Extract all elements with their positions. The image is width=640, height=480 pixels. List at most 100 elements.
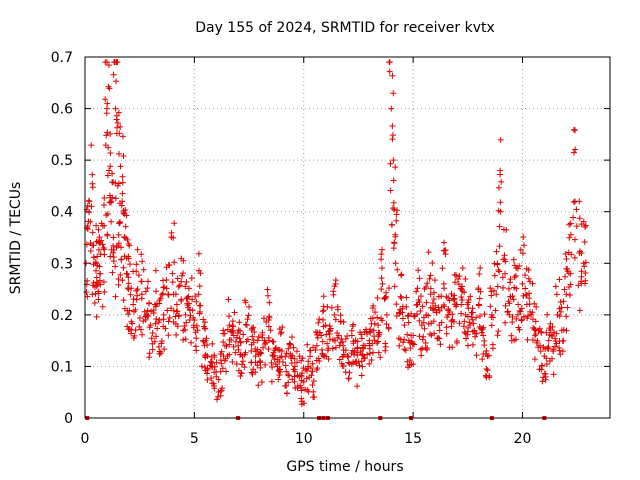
data-point bbox=[368, 302, 379, 363]
data-point bbox=[320, 293, 331, 360]
data-point bbox=[136, 251, 147, 338]
data-point bbox=[92, 238, 104, 297]
data-point bbox=[83, 206, 91, 300]
data-point bbox=[504, 276, 515, 339]
data-point bbox=[329, 277, 339, 352]
data-point bbox=[146, 299, 156, 361]
y-tick-label: 0.1 bbox=[51, 359, 73, 375]
data-point bbox=[482, 347, 493, 381]
data-point bbox=[508, 256, 519, 344]
data-point bbox=[464, 293, 475, 349]
data-point bbox=[189, 293, 200, 354]
data-point bbox=[565, 220, 575, 298]
x-tick-label: 5 bbox=[190, 431, 199, 447]
data-point bbox=[399, 294, 410, 354]
data-point bbox=[108, 179, 119, 300]
data-point bbox=[168, 220, 178, 326]
data-point bbox=[342, 332, 353, 382]
data-point bbox=[535, 325, 546, 373]
data-point bbox=[248, 324, 257, 377]
data-point bbox=[578, 218, 589, 287]
data-point bbox=[448, 291, 458, 351]
data-point bbox=[473, 265, 484, 337]
data-point bbox=[150, 267, 161, 345]
data-point bbox=[404, 312, 414, 371]
data-point bbox=[119, 173, 130, 304]
x-axis-label: GPS time / hours bbox=[286, 459, 403, 475]
data-point bbox=[89, 171, 98, 298]
data-point bbox=[413, 267, 423, 340]
data-point bbox=[229, 309, 239, 365]
data-point bbox=[241, 297, 253, 358]
data-point bbox=[517, 234, 528, 324]
data-point bbox=[499, 226, 510, 326]
data-point bbox=[456, 265, 466, 327]
data-point bbox=[264, 286, 274, 353]
x-tick-label: 15 bbox=[404, 431, 422, 447]
series-srmtid bbox=[83, 59, 589, 408]
y-tick-label: 0.3 bbox=[51, 256, 73, 272]
data-point bbox=[193, 250, 204, 334]
data-point bbox=[386, 59, 396, 212]
data-point bbox=[522, 265, 532, 343]
data-point bbox=[158, 277, 169, 353]
data-point bbox=[575, 198, 585, 314]
data-point bbox=[250, 328, 261, 376]
data-point bbox=[255, 333, 265, 389]
data-point bbox=[421, 280, 432, 353]
data-point bbox=[117, 123, 127, 263]
data-point bbox=[215, 348, 226, 399]
data-point bbox=[163, 261, 173, 339]
y-tick-label: 0.6 bbox=[51, 102, 73, 118]
data-point bbox=[268, 338, 278, 385]
y-tick-label: 0.2 bbox=[51, 308, 73, 324]
data-point bbox=[290, 344, 301, 391]
data-point bbox=[561, 251, 571, 334]
data-point bbox=[172, 275, 182, 338]
data-point bbox=[185, 275, 196, 346]
x-tick-label: 0 bbox=[81, 431, 90, 447]
data-point bbox=[382, 285, 392, 354]
y-tick-label: 0.4 bbox=[51, 205, 73, 221]
data-point bbox=[219, 327, 230, 375]
y-tick-label: 0 bbox=[64, 411, 73, 427]
data-point bbox=[491, 248, 502, 339]
data-point bbox=[460, 275, 471, 342]
data-point bbox=[443, 293, 453, 351]
x-tick-label: 20 bbox=[514, 431, 532, 447]
data-point bbox=[425, 249, 436, 339]
data-point bbox=[570, 126, 580, 261]
data-point bbox=[395, 271, 405, 349]
data-point bbox=[378, 246, 388, 324]
y-axis-label: SRMTID / TECUs bbox=[8, 182, 24, 295]
y-tick-label: 0.5 bbox=[51, 153, 73, 169]
data-point bbox=[282, 345, 292, 397]
data-point bbox=[211, 352, 221, 403]
data-point bbox=[417, 293, 427, 359]
data-point bbox=[102, 59, 112, 219]
data-point bbox=[141, 278, 152, 323]
data-point bbox=[391, 206, 401, 320]
data-point bbox=[429, 277, 440, 337]
data-point bbox=[487, 285, 497, 352]
data-point bbox=[176, 255, 187, 343]
data-point bbox=[307, 344, 318, 401]
data-point bbox=[495, 136, 505, 275]
data-points bbox=[83, 59, 589, 408]
plot-frame bbox=[84, 56, 611, 419]
data-point bbox=[556, 298, 567, 358]
data-point bbox=[434, 293, 445, 348]
data-point bbox=[374, 294, 384, 361]
data-point bbox=[84, 142, 95, 255]
data-point bbox=[132, 246, 143, 334]
x-tick-label: 10 bbox=[295, 431, 313, 447]
data-point bbox=[276, 324, 286, 376]
data-point bbox=[113, 109, 123, 251]
data-point bbox=[512, 263, 523, 343]
data-point bbox=[438, 239, 449, 326]
data-point bbox=[539, 329, 550, 385]
data-point bbox=[259, 315, 270, 368]
data-point bbox=[312, 319, 322, 373]
y-tick-label: 0.7 bbox=[51, 50, 73, 66]
